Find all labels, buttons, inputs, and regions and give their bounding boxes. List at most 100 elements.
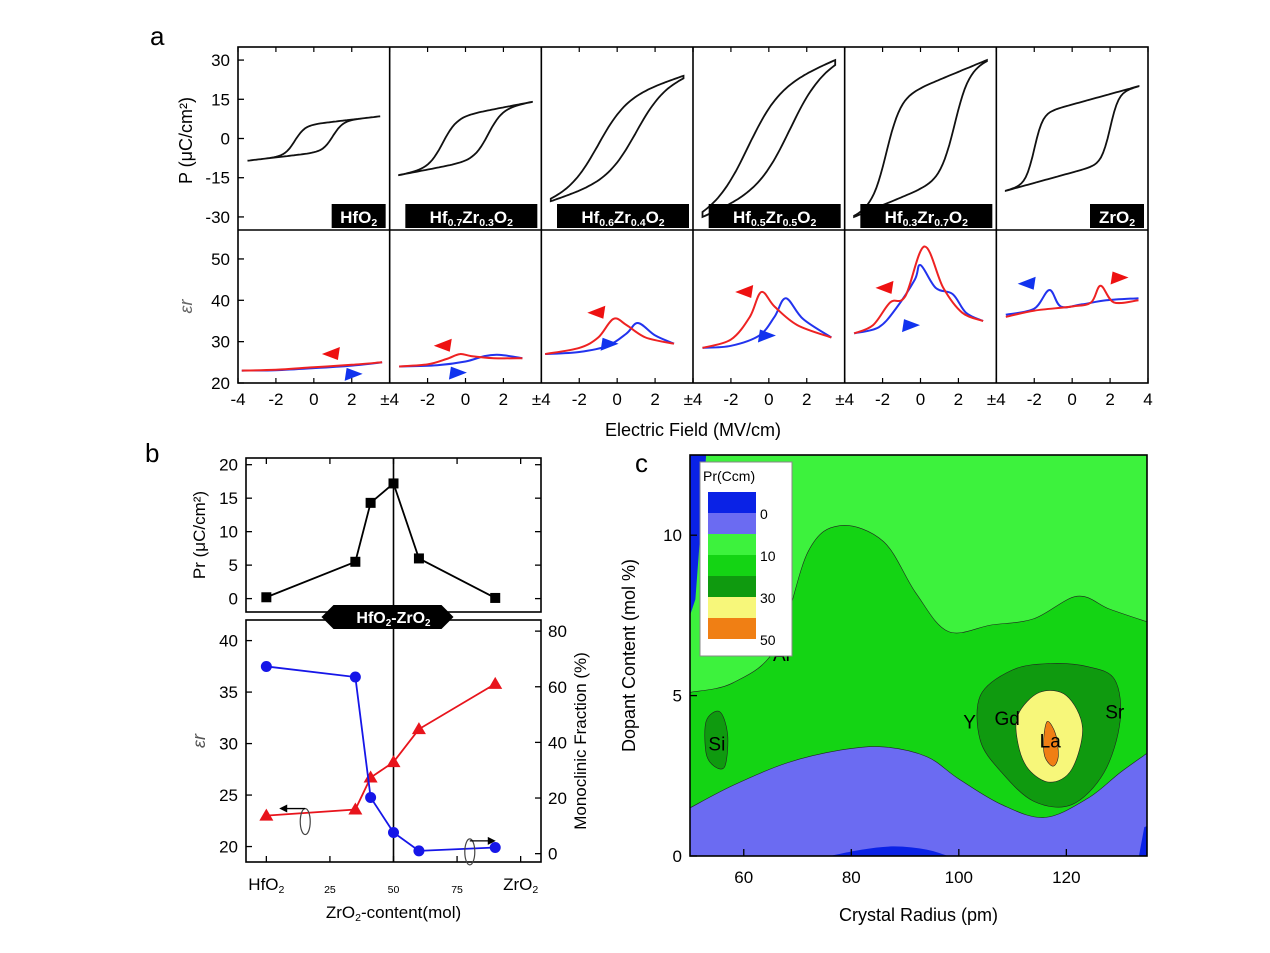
formula-part: -ZrO [391, 610, 425, 627]
x-tick-label: -4 [230, 390, 245, 409]
legend-swatch [708, 492, 756, 513]
sweep-direction-arrow [321, 347, 340, 361]
divider-label-banner [321, 605, 454, 629]
er-data-point [411, 722, 426, 735]
x-tick-label: ±4 [532, 390, 551, 409]
y-tick-label: 20 [548, 789, 567, 808]
permittivity-curve-red [1005, 284, 1139, 318]
x-tick-label: ±4 [835, 390, 854, 409]
x-tick-label: -2 [723, 390, 738, 409]
dopant-label-La: La [1040, 732, 1062, 753]
formula-part: Pr [703, 468, 717, 484]
formula-part: Hf [733, 208, 751, 227]
formula-part: Hf [581, 208, 599, 227]
permittivity-curve-red [399, 353, 523, 368]
sweep-direction-arrow [902, 319, 921, 333]
y-tick-label: 0 [673, 847, 682, 866]
formula-part: 0.5 [751, 217, 766, 229]
composition-label-box [331, 204, 386, 228]
composition-label: Hf0.6Zr0.4O2 [581, 208, 664, 229]
x-tick-label: 0 [461, 390, 470, 409]
sweep-direction-arrow [433, 338, 452, 352]
formula-part: 2 [355, 912, 361, 924]
er-series-line [266, 683, 496, 817]
sweep-direction-arrow [448, 366, 467, 380]
x-axis-label: ZrO2-content(mol) [326, 903, 461, 924]
formula-part: 2 [371, 217, 377, 229]
sweep-direction-arrow [735, 285, 754, 299]
legend-entry-label: 0 [760, 506, 768, 522]
x-tick-label: 25 [324, 884, 336, 896]
formula-part: C [722, 468, 732, 484]
legend-swatch [708, 534, 756, 555]
divider-label: HfO2-ZrO2 [356, 610, 431, 629]
composition-label-box [405, 204, 538, 228]
x-tick-label: 0 [612, 390, 621, 409]
y-axis-label-er: εr [189, 733, 209, 748]
formula-part: 0.3 [903, 217, 918, 229]
x-tick-label: 2 [347, 390, 356, 409]
formula-part: 75 [451, 884, 463, 896]
legend-entry-label: 30 [760, 590, 776, 606]
contour-island-si [704, 710, 729, 770]
er-data-point [488, 676, 503, 689]
axis-indicator-arrowhead-right [487, 836, 496, 845]
x-tick-label: 75 [451, 884, 463, 896]
formula-part: 2 [810, 217, 816, 229]
formula-part: O [949, 208, 962, 227]
y-tick-label: 20 [219, 456, 238, 475]
y-axis-label: Dopant Content (mol %) [619, 559, 639, 752]
formula-part: ZrO [1099, 208, 1129, 227]
y-tick-label: 5 [229, 556, 238, 575]
x-axis-label: Electric Field (MV/cm) [605, 420, 781, 440]
y-tick-label: 15 [219, 489, 238, 508]
monoclinic-data-point [260, 660, 272, 672]
y-tick-label: 20 [219, 838, 238, 857]
formula-part: Zr [614, 208, 631, 227]
formula-part: 0.3 [479, 217, 494, 229]
monoclinic-data-point [413, 845, 425, 857]
formula-part: ) [750, 468, 755, 484]
panel-c-frame [689, 454, 1148, 857]
contour-level-50 [1043, 721, 1059, 767]
formula-part: ) [455, 903, 461, 922]
formula-part: O [646, 208, 659, 227]
formula-part: Zr [462, 208, 479, 227]
sweep-direction-arrow [757, 329, 776, 343]
x-tick-label: ±4 [987, 390, 1006, 409]
x-tick-label: 0 [309, 390, 318, 409]
x-tick-label: -2 [420, 390, 435, 409]
monoclinic-data-point [349, 671, 361, 683]
monoclinic-series-line [266, 665, 496, 852]
pe-hysteresis-loop-ZrO2 [1004, 85, 1140, 192]
dopant-label-Gd: Gd [995, 709, 1020, 730]
formula-part: 2 [279, 884, 285, 896]
composition-label: Hf0.7Zr0.3O2 [430, 208, 513, 229]
y-tick-label: 10 [219, 523, 238, 542]
pr-data-point [490, 592, 501, 603]
legend-title: Pr(Ccm) [703, 468, 755, 484]
formula-part: 2 [962, 217, 968, 229]
x-tick-label: 0 [1067, 390, 1076, 409]
formula-part: ZrO [326, 903, 355, 922]
composition-label: HfO2 [340, 208, 377, 229]
formula-part: 0.7 [934, 217, 949, 229]
formula-part: O [797, 208, 810, 227]
contour-level-neg-corner [1138, 826, 1147, 856]
formula-part: Zr [917, 208, 934, 227]
axis-indicator-ellipse-right [464, 838, 476, 866]
sweep-direction-arrow [875, 280, 894, 294]
formula-part: ZrO [503, 875, 532, 894]
permittivity-curve-blue [702, 297, 832, 349]
y-axis-label-monoclinic: Monoclinic Fraction (%) [571, 652, 590, 830]
formula-part: (mol [422, 903, 455, 922]
composition-label-box [557, 204, 689, 228]
formula-part: cm [732, 468, 751, 484]
y-tick-label: -15 [205, 169, 230, 188]
er-data-point [259, 808, 274, 821]
pe-hysteresis-loop-Hf0.3Zr0.7O2 [853, 58, 988, 219]
permittivity-curve-red [241, 361, 383, 372]
